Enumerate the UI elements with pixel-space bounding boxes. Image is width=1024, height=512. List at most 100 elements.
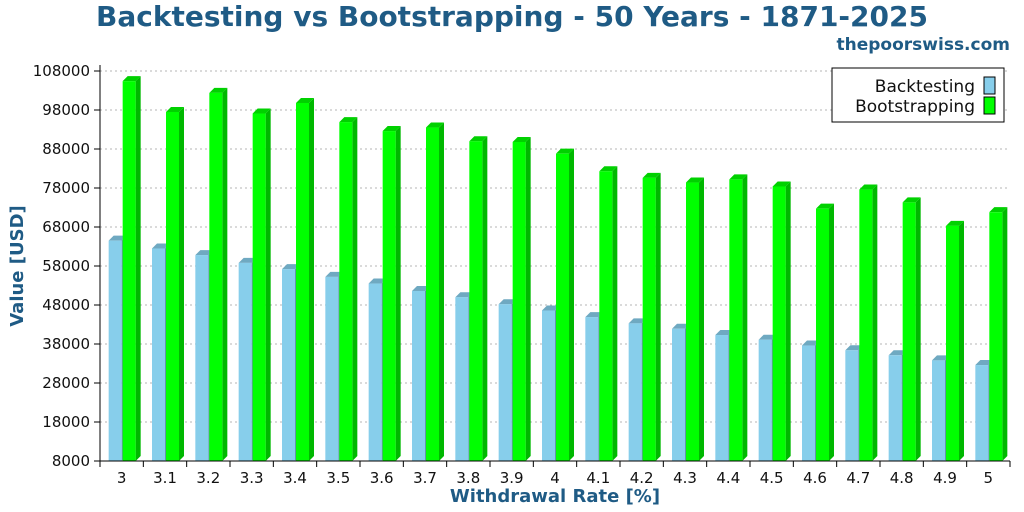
bar-top	[339, 117, 358, 123]
y-tick-label: 38000	[42, 335, 90, 353]
y-tick-label: 108000	[33, 62, 90, 80]
x-tick-label: 4.3	[673, 469, 697, 487]
bar-side	[482, 136, 488, 461]
bar-top	[469, 136, 488, 142]
bar-top	[455, 292, 474, 298]
x-axis-ticks: 3 3.1 3.2 3.3 3.4 3.5 3.6 3.7 3.8 3.9 4 4.1 4.2 4.3 4.…	[99, 461, 1011, 487]
bar-top	[845, 345, 864, 351]
bar-top	[122, 76, 141, 82]
y-tick-label: 78000	[42, 179, 90, 197]
bar-top	[195, 250, 214, 256]
bar-side	[872, 184, 878, 461]
bar-bootstrapping-4.4	[729, 174, 748, 462]
bar-front	[238, 262, 252, 461]
bar-front	[902, 202, 916, 461]
bar-top	[888, 350, 907, 356]
y-axis-title: Value [USD]	[7, 205, 28, 327]
bar-front	[166, 111, 179, 461]
x-tick-label: 3.3	[240, 469, 264, 487]
legend-swatch-bootstrapping	[983, 96, 996, 115]
bar-front	[975, 365, 989, 461]
bar-front	[888, 355, 902, 461]
y-tick-label: 98000	[42, 101, 90, 119]
x-tick-label: 3.4	[283, 469, 307, 487]
bar-bootstrapping-4.9	[946, 220, 964, 461]
bar-side	[265, 108, 271, 461]
bar-top	[282, 264, 300, 270]
bar-front	[628, 323, 642, 461]
legend-label-backtesting: Backtesting	[875, 77, 975, 97]
bar-top	[412, 285, 430, 291]
x-tick-label: 4.9	[933, 469, 957, 487]
bar-top	[686, 177, 704, 183]
bar-front	[209, 92, 223, 461]
bar-front	[672, 328, 685, 461]
bar-front	[382, 131, 396, 461]
bar-side	[352, 117, 358, 461]
x-tick-label: 4	[550, 469, 560, 487]
bar-front	[989, 212, 1003, 461]
y-tick-label: 28000	[42, 374, 90, 392]
y-tick-label: 8000	[52, 452, 90, 470]
x-tick-label: 3.9	[500, 469, 524, 487]
x-tick-label: 5	[984, 469, 994, 487]
chart-title: Backtesting vs Bootstrapping - 50 Years …	[96, 0, 928, 33]
y-tick-label: 68000	[42, 218, 90, 236]
bar-top	[368, 278, 387, 284]
bar-bootstrapping-5	[989, 207, 1008, 461]
bar-bootstrapping-3.2	[209, 87, 228, 461]
bar-front	[296, 102, 309, 461]
bar-top	[209, 87, 228, 93]
bar-top	[628, 318, 647, 324]
y-axis-ticks: 8000 18000 28000 38000 48000 58000 68000 78000 8…	[33, 62, 100, 470]
bar-top	[512, 136, 531, 142]
bar-front	[816, 208, 829, 461]
source-label: thepoorswiss.com	[836, 35, 1011, 55]
bar-top	[859, 184, 878, 190]
bar-front	[859, 189, 873, 461]
bar-bootstrapping-3	[122, 76, 141, 461]
x-tick-label: 3	[117, 469, 127, 487]
bar-bootstrapping-3.5	[339, 117, 358, 461]
x-axis-title: Withdrawal Rate [%]	[450, 486, 660, 507]
bar-top	[758, 334, 777, 340]
bar-top	[325, 271, 344, 277]
bar-top	[772, 181, 791, 187]
bar-front	[642, 177, 656, 462]
bar-front	[108, 240, 122, 461]
bar-front	[686, 182, 699, 462]
bar-bootstrapping-4.2	[642, 172, 661, 462]
x-tick-label: 3.5	[326, 469, 350, 487]
bar-top	[108, 235, 127, 241]
bar-bootstrapping-4.6	[816, 203, 834, 462]
bar-bootstrapping-4.7	[859, 184, 878, 461]
bar-bootstrapping-4.1	[599, 166, 618, 462]
bar-side	[915, 197, 921, 461]
bar-top	[902, 197, 921, 203]
x-tick-label: 4.6	[803, 469, 827, 487]
bar-side	[655, 172, 661, 462]
bar-front	[195, 255, 209, 461]
bar-side	[395, 126, 401, 461]
bar-front	[412, 290, 425, 461]
bar-front	[585, 317, 599, 461]
y-tick-label: 18000	[42, 413, 90, 431]
y-tick-label: 58000	[42, 257, 90, 275]
bar-side	[439, 122, 444, 462]
bar-bootstrapping-4	[556, 148, 574, 461]
bar-top	[989, 207, 1008, 213]
bar-front	[469, 141, 483, 461]
bar-bootstrapping-3.1	[166, 106, 184, 461]
bar-front	[282, 269, 295, 461]
bar-front	[845, 350, 859, 461]
bar-front	[498, 304, 512, 461]
bar-front	[758, 339, 772, 461]
bar-top	[729, 174, 748, 180]
x-tick-label: 4.1	[586, 469, 610, 487]
y-tick-label: 48000	[42, 296, 90, 314]
bar-top	[802, 340, 820, 346]
bar-side	[222, 87, 228, 461]
bars	[108, 76, 1008, 462]
x-tick-label: 4.2	[630, 469, 654, 487]
